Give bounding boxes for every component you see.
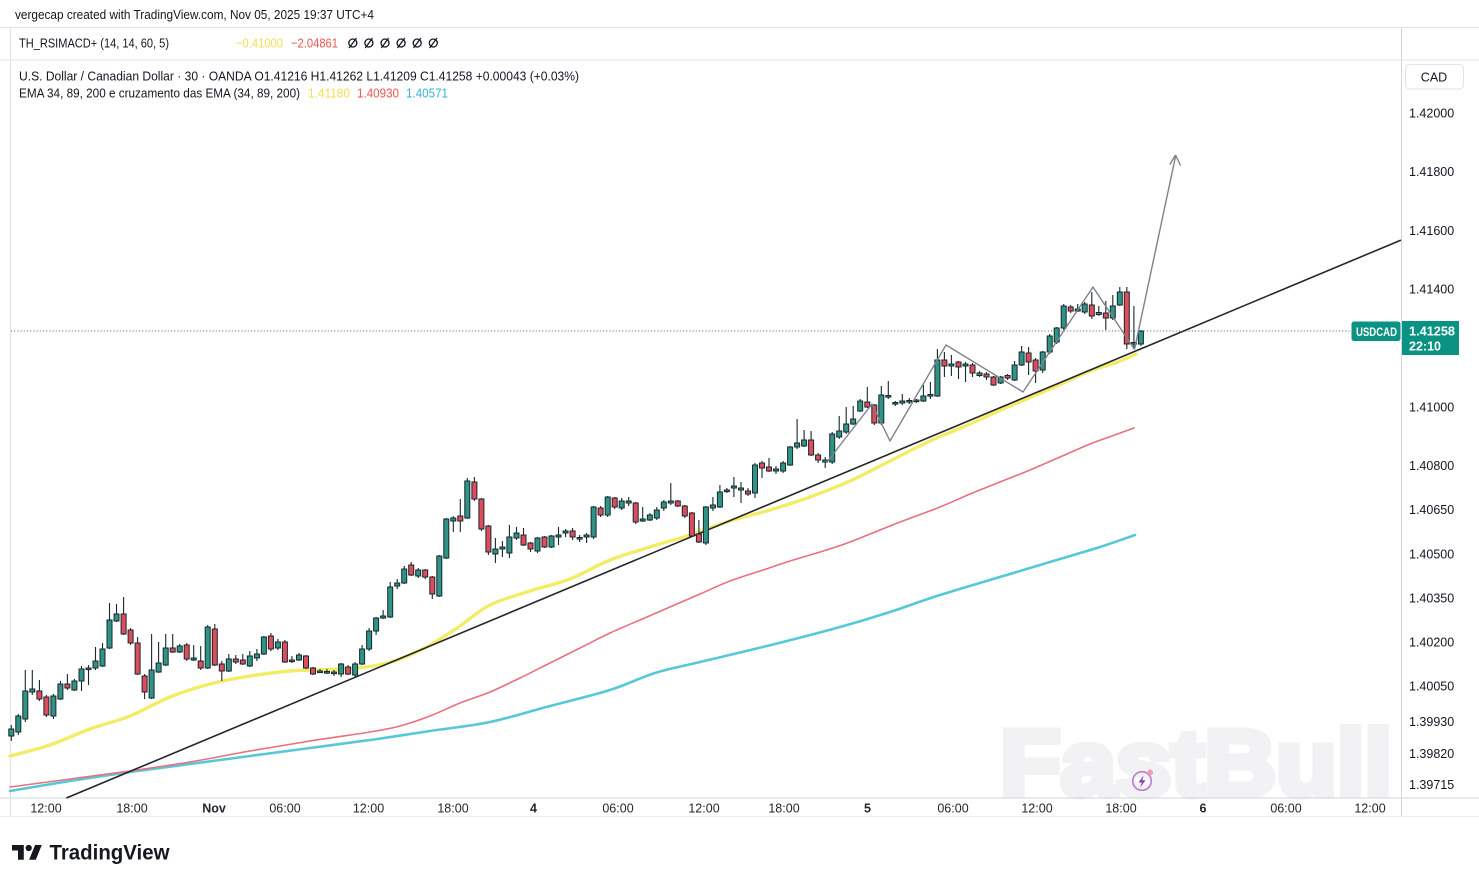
svg-text:USDCAD: USDCAD (1356, 325, 1397, 339)
svg-text:12:00: 12:00 (353, 802, 384, 816)
svg-text:U.S. Dollar / Canadian Dollar: U.S. Dollar / Canadian Dollar · 30 · OAN… (19, 69, 579, 84)
svg-text:TH_RSIMACD+ (14, 14, 60, 5): TH_RSIMACD+ (14, 14, 60, 5) (19, 36, 169, 51)
svg-text:1.41180: 1.41180 (308, 86, 350, 101)
svg-text:12:00: 12:00 (1021, 802, 1052, 816)
svg-text:−2.04861: −2.04861 (291, 36, 338, 51)
svg-text:CAD: CAD (1421, 71, 1447, 85)
svg-text:1.41000: 1.41000 (1409, 400, 1454, 414)
svg-text:Nov: Nov (202, 802, 226, 816)
svg-text:1.41258: 1.41258 (1409, 325, 1455, 339)
svg-text:1.39820: 1.39820 (1409, 747, 1454, 761)
svg-text:vergecap created with TradingV: vergecap created with TradingView.com, N… (15, 8, 374, 22)
svg-text:18:00: 18:00 (437, 802, 468, 816)
svg-text:12:00: 12:00 (688, 802, 719, 816)
svg-text:1.39930: 1.39930 (1409, 715, 1454, 729)
svg-text:EMA 34, 89, 200 e cruzamento d: EMA 34, 89, 200 e cruzamento das EMA (34… (19, 86, 300, 101)
svg-text:1.41400: 1.41400 (1409, 283, 1454, 297)
svg-text:1.41800: 1.41800 (1409, 165, 1454, 179)
svg-text:18:00: 18:00 (116, 802, 147, 816)
svg-text:12:00: 12:00 (30, 802, 61, 816)
svg-text:1.40571: 1.40571 (406, 86, 448, 101)
svg-text:18:00: 18:00 (768, 802, 799, 816)
svg-text:−0.41000: −0.41000 (236, 36, 283, 51)
svg-text:1.41600: 1.41600 (1409, 224, 1454, 238)
svg-text:22:10: 22:10 (1409, 340, 1441, 354)
svg-text:18:00: 18:00 (1105, 802, 1136, 816)
svg-text:1.40800: 1.40800 (1409, 459, 1454, 473)
svg-text:5: 5 (864, 802, 871, 816)
svg-text:TradingView: TradingView (50, 842, 171, 865)
svg-text:1.40350: 1.40350 (1409, 591, 1454, 605)
svg-text:1.42000: 1.42000 (1409, 106, 1454, 120)
svg-text:1.40930: 1.40930 (357, 86, 399, 101)
svg-text:1.40050: 1.40050 (1409, 680, 1454, 694)
svg-text:06:00: 06:00 (269, 802, 300, 816)
svg-text:06:00: 06:00 (602, 802, 633, 816)
svg-text:1.40500: 1.40500 (1409, 547, 1454, 561)
svg-text:1.40650: 1.40650 (1409, 503, 1454, 517)
svg-text:1.40200: 1.40200 (1409, 636, 1454, 650)
svg-text:6: 6 (1200, 802, 1207, 816)
svg-text:06:00: 06:00 (1270, 802, 1301, 816)
svg-text:06:00: 06:00 (937, 802, 968, 816)
svg-text:4: 4 (530, 802, 537, 816)
svg-text:1.39715: 1.39715 (1409, 778, 1454, 792)
svg-text:12:00: 12:00 (1354, 802, 1385, 816)
svg-text:FastBull: FastBull (1000, 711, 1392, 815)
